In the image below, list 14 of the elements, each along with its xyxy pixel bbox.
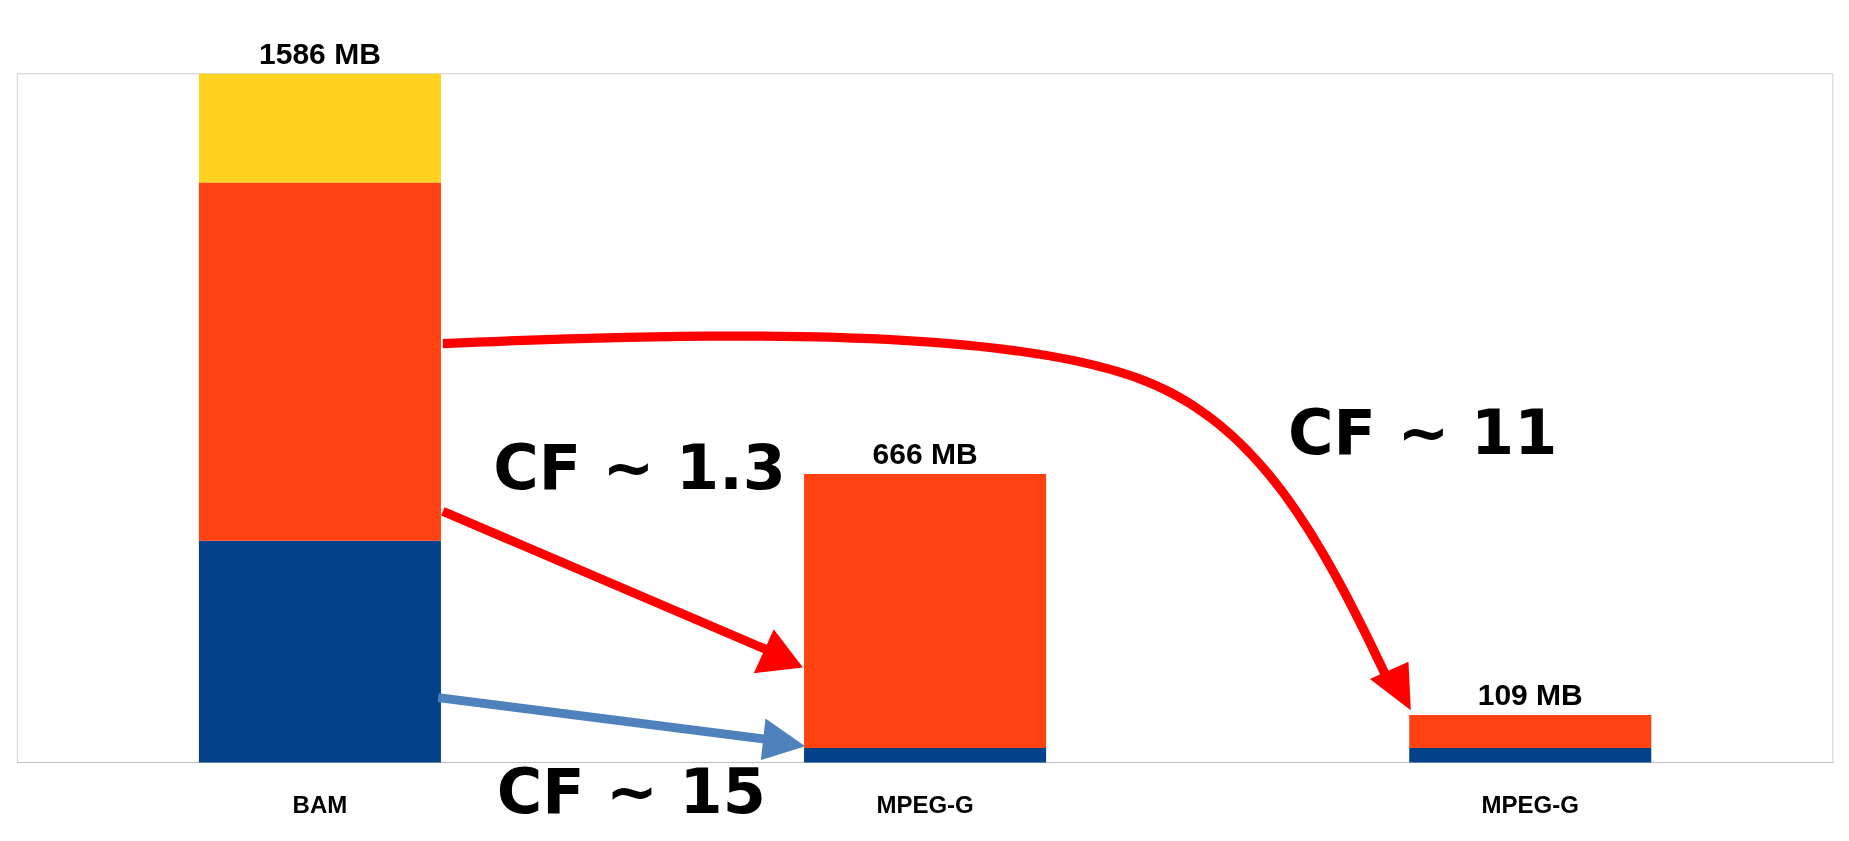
annotation: 109 MB bbox=[1477, 678, 1583, 712]
x-tick-label: MPEG-G bbox=[876, 790, 974, 818]
bar bbox=[804, 473, 1047, 748]
bar bbox=[1409, 747, 1652, 763]
text: 1586 MB bbox=[259, 37, 381, 71]
x-tick-label: MPEG-G bbox=[1481, 790, 1579, 818]
bar bbox=[198, 182, 441, 541]
annotation: CF ~ 15 bbox=[496, 754, 766, 828]
bar bbox=[1409, 714, 1652, 748]
x-tick-label: BAM bbox=[292, 790, 348, 818]
annotation: CF ~ 1.3 bbox=[493, 430, 786, 504]
annotation: CF ~ 11 bbox=[1288, 395, 1558, 469]
annotation: 666 MB bbox=[872, 437, 978, 471]
bar bbox=[198, 73, 441, 183]
